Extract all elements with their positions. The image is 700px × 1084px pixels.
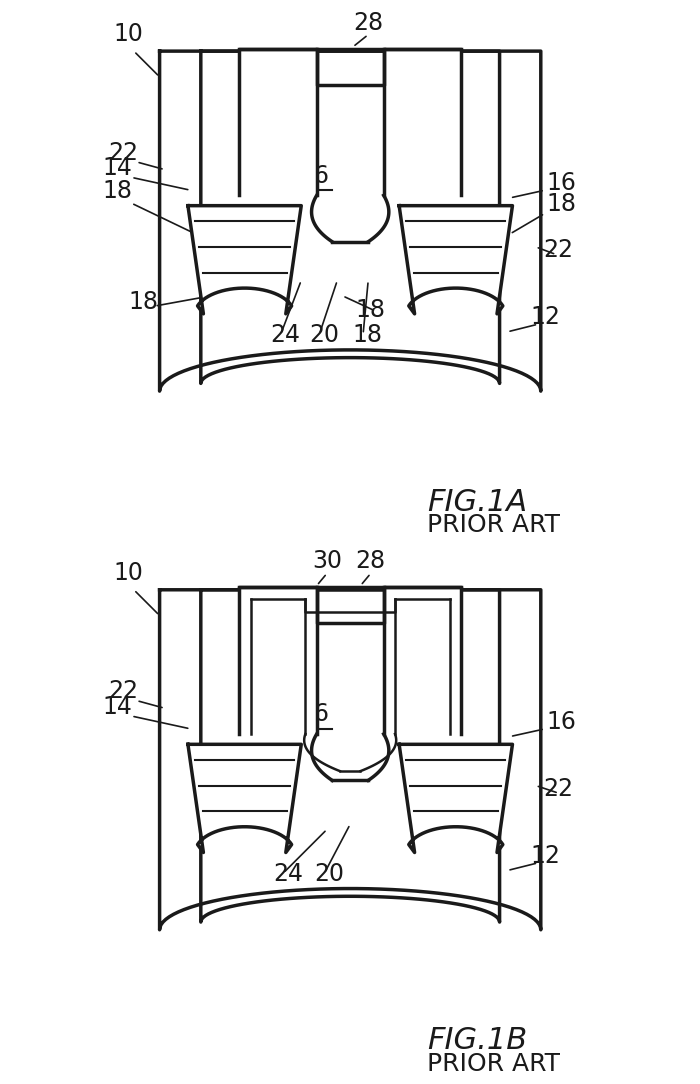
- Text: 16: 16: [545, 171, 575, 195]
- Polygon shape: [201, 590, 499, 922]
- Polygon shape: [160, 51, 540, 391]
- Text: 12: 12: [530, 306, 560, 330]
- Polygon shape: [384, 588, 461, 734]
- Polygon shape: [384, 49, 461, 195]
- Text: 28: 28: [353, 11, 383, 35]
- Text: 18: 18: [353, 323, 383, 347]
- Text: 24: 24: [273, 862, 303, 886]
- Text: 24: 24: [270, 323, 300, 347]
- Polygon shape: [188, 206, 301, 314]
- Text: 30: 30: [312, 550, 342, 573]
- Text: PRIOR ART: PRIOR ART: [427, 1051, 560, 1075]
- Text: 22: 22: [543, 777, 573, 801]
- Text: 12: 12: [530, 843, 560, 868]
- Text: 18: 18: [545, 192, 575, 216]
- Polygon shape: [399, 206, 512, 314]
- Polygon shape: [188, 745, 301, 852]
- Text: 18: 18: [129, 289, 159, 314]
- Polygon shape: [239, 588, 316, 734]
- Text: 20: 20: [314, 862, 344, 886]
- Text: PRIOR ART: PRIOR ART: [427, 513, 560, 538]
- Text: 18: 18: [355, 298, 385, 322]
- Text: FIG.1A: FIG.1A: [427, 488, 527, 516]
- Text: 26: 26: [299, 164, 329, 188]
- Text: 18: 18: [103, 179, 133, 203]
- Text: 16: 16: [545, 710, 575, 734]
- Text: 14: 14: [103, 695, 133, 719]
- Polygon shape: [160, 590, 540, 930]
- Text: 22: 22: [108, 679, 138, 704]
- Text: 20: 20: [309, 323, 339, 347]
- Text: 10: 10: [113, 560, 143, 584]
- Text: 10: 10: [113, 22, 143, 46]
- Text: 14: 14: [103, 156, 133, 180]
- Text: 22: 22: [543, 238, 573, 262]
- Text: 26: 26: [299, 702, 329, 726]
- Text: 28: 28: [356, 550, 386, 573]
- Polygon shape: [399, 745, 512, 852]
- Polygon shape: [201, 51, 499, 384]
- Text: FIG.1B: FIG.1B: [427, 1027, 527, 1055]
- Polygon shape: [239, 49, 316, 195]
- Text: 22: 22: [108, 141, 138, 165]
